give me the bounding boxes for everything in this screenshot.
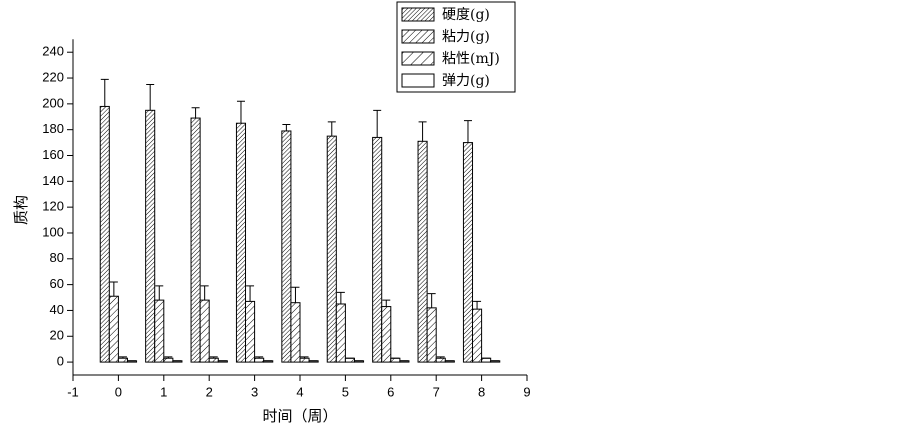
y-tick-label: 40 — [50, 302, 64, 317]
bar — [435, 357, 446, 363]
bar — [245, 300, 256, 363]
legend-swatch — [401, 29, 435, 44]
error-bar — [155, 285, 164, 301]
error-bar — [436, 356, 445, 359]
bar — [481, 357, 492, 363]
bar — [235, 122, 247, 363]
legend-swatch — [401, 73, 435, 88]
legend-label: 弹力(g) — [442, 73, 490, 89]
y-tick-label: 240 — [42, 44, 64, 59]
bar — [163, 357, 174, 363]
bar — [426, 307, 437, 363]
error-bar — [382, 299, 391, 307]
bar — [390, 357, 401, 363]
bar — [417, 140, 428, 363]
bar — [199, 299, 210, 363]
bar — [299, 357, 310, 363]
x-tick-label: 3 — [251, 384, 258, 399]
error-bar — [327, 121, 336, 137]
bar — [335, 303, 346, 363]
legend-label: 粘性(mJ) — [442, 51, 500, 67]
bar — [99, 105, 110, 363]
y-tick-label: 100 — [42, 224, 64, 239]
error-bar — [146, 83, 155, 111]
x-tick-label: 6 — [387, 384, 394, 399]
error-bar — [164, 356, 173, 359]
x-tick-label: 9 — [523, 384, 530, 399]
bar — [208, 357, 219, 363]
error-bar — [336, 291, 345, 304]
x-tick-label: 4 — [296, 384, 303, 399]
bar — [372, 136, 383, 363]
y-tick-label: 220 — [42, 69, 64, 84]
y-tick-label: 200 — [42, 95, 64, 110]
error-bar — [463, 120, 472, 143]
error-bar — [373, 109, 382, 138]
bar — [154, 299, 165, 363]
error-bar — [209, 356, 218, 359]
x-axis-label: 时间（周） — [262, 407, 337, 425]
y-tick-label: 20 — [50, 328, 64, 343]
error-bar — [118, 356, 127, 359]
y-tick-label: 140 — [42, 173, 64, 188]
error-bar — [246, 285, 255, 302]
x-tick-label: 2 — [206, 384, 213, 399]
bar — [344, 357, 355, 363]
legend-swatch — [401, 51, 435, 66]
bar — [145, 109, 156, 363]
bar — [117, 357, 128, 363]
bar — [472, 308, 483, 363]
bar — [462, 142, 474, 363]
error-bar — [255, 356, 264, 359]
legend-label: 硬度(g) — [442, 7, 490, 23]
bar — [190, 117, 201, 363]
bar — [290, 302, 301, 363]
x-tick-label: 0 — [115, 384, 122, 399]
x-tick-label: 8 — [478, 384, 485, 399]
y-tick-label: 0 — [57, 354, 64, 369]
error-bar — [418, 121, 427, 142]
bar — [381, 306, 392, 363]
error-bar — [100, 78, 109, 107]
error-bar — [236, 100, 245, 124]
bar — [281, 130, 292, 363]
bar — [108, 295, 119, 363]
y-axis-label: 质构 — [12, 195, 30, 225]
error-bar — [300, 356, 309, 359]
x-tick-label: 5 — [342, 384, 349, 399]
legend-label: 粘力(g) — [442, 29, 490, 45]
error-bar — [109, 281, 118, 297]
error-bar — [282, 124, 291, 131]
legend: 硬度(g) 粘力(g) 粘性(mJ) 弹力(g) — [396, 1, 516, 93]
error-bar — [291, 286, 300, 303]
x-tick-label: 7 — [433, 384, 440, 399]
y-tick-label: 80 — [50, 250, 64, 265]
bar — [254, 357, 265, 363]
error-bar — [427, 293, 436, 308]
error-bar — [191, 107, 200, 119]
y-tick-label: 180 — [42, 121, 64, 136]
bar — [326, 135, 337, 363]
x-tick-label: -1 — [67, 384, 79, 399]
y-tick-label: 160 — [42, 147, 64, 162]
legend-swatch — [401, 7, 435, 22]
error-bar — [473, 300, 482, 310]
y-tick-label: 120 — [42, 199, 64, 214]
y-tick-label: 60 — [50, 276, 64, 291]
x-tick-label: 1 — [160, 384, 167, 399]
error-bar — [200, 285, 209, 301]
